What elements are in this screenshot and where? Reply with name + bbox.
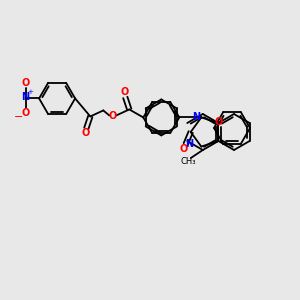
Text: N: N bbox=[185, 139, 193, 149]
Text: O: O bbox=[22, 108, 30, 118]
Text: O: O bbox=[81, 128, 89, 138]
Text: N: N bbox=[192, 112, 200, 122]
Text: O: O bbox=[108, 111, 116, 122]
Text: −: − bbox=[14, 112, 23, 122]
Text: O: O bbox=[180, 144, 188, 154]
Text: +: + bbox=[27, 89, 33, 95]
Text: O: O bbox=[120, 87, 128, 98]
Text: N: N bbox=[21, 92, 29, 102]
Text: O: O bbox=[214, 117, 223, 127]
Text: O: O bbox=[22, 78, 30, 88]
Text: CH₃: CH₃ bbox=[180, 157, 196, 166]
